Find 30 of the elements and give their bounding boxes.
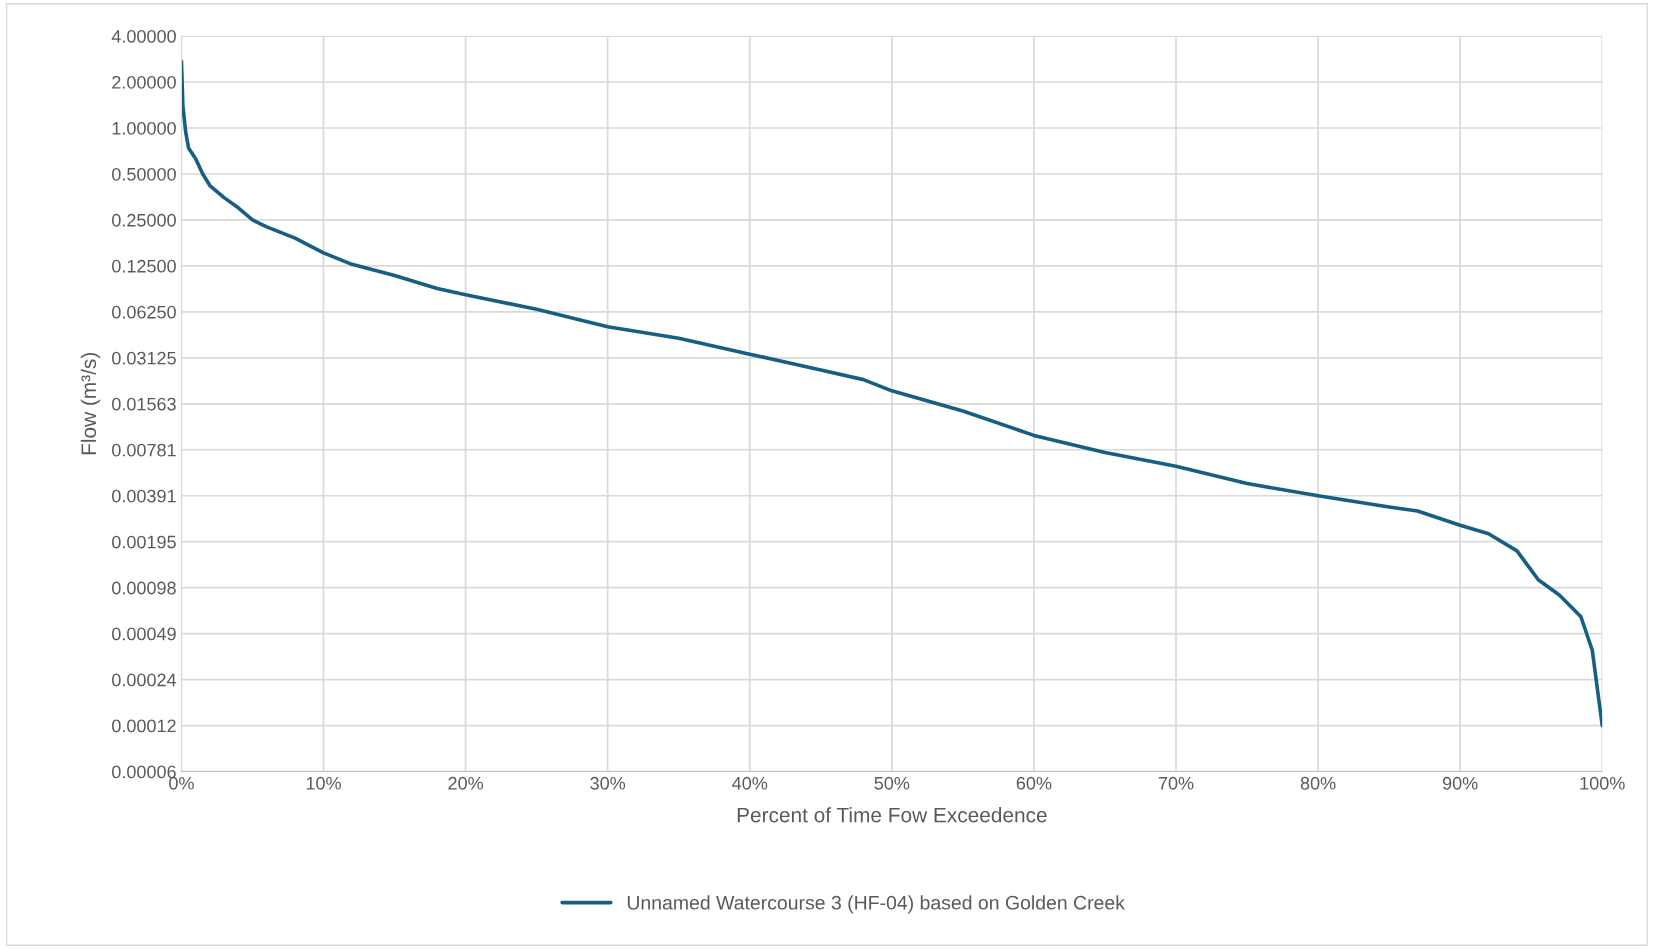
x-tick-label: 10% <box>306 776 341 790</box>
y-tick-label: 0.25000 <box>112 213 176 227</box>
x-tick-label: 100% <box>1580 776 1625 790</box>
y-tick-label: 0.00195 <box>112 535 176 549</box>
y-tick-label: 4.00000 <box>111 30 176 43</box>
x-tick-label: 70% <box>1158 776 1194 790</box>
y-tick-label: 2.00000 <box>112 75 176 89</box>
x-tick-label: 80% <box>1300 776 1336 790</box>
y-tick-label: 0.00024 <box>112 673 177 687</box>
y-tick-label: 0.00012 <box>112 719 176 733</box>
legend-label: Unnamed Watercourse 3 (HF-04) based on Golden Creek <box>627 895 1125 914</box>
x-tick-label: 20% <box>448 776 484 790</box>
y-tick-label: 0.01563 <box>112 397 176 411</box>
x-tick-label: 30% <box>590 776 626 790</box>
y-tick-label: 0.03125 <box>112 351 176 365</box>
x-tick-label: 40% <box>732 776 768 790</box>
y-tick-label: 0.00391 <box>112 489 176 503</box>
y-tick-label: 0.00781 <box>112 443 176 457</box>
y-tick-label: 0.06250 <box>112 305 176 319</box>
x-axis-title: Percent of Time Fow Exceedence <box>737 807 1047 823</box>
y-tick-label: 0.50000 <box>112 167 176 181</box>
y-tick-label: 0.00049 <box>112 627 176 641</box>
y-axis-title: Flow (m³/s) <box>80 353 101 455</box>
x-tick-label: 90% <box>1442 776 1478 790</box>
x-tick-label: 50% <box>874 776 910 790</box>
y-tick-label: 0.12500 <box>112 259 176 273</box>
y-tick-label: 0.00098 <box>112 581 176 595</box>
x-tick-label: 60% <box>1016 776 1052 790</box>
y-tick-label: 1.00000 <box>112 121 176 135</box>
line-series <box>181 59 1603 728</box>
